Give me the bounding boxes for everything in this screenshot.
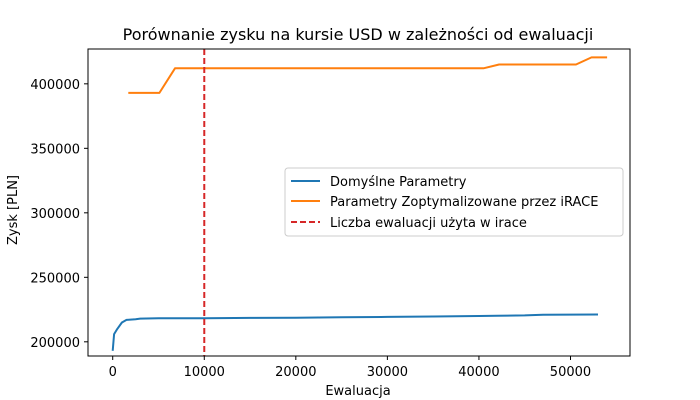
legend-label-vline: Liczba ewaluacji użyta w irace	[330, 216, 527, 231]
y-tick-label: 300000	[30, 207, 80, 222]
x-tick-label: 40000	[458, 365, 499, 380]
y-tick-label: 400000	[30, 78, 80, 93]
plot-area: 0 10000 20000 30000 40000 50000 200000 250000 30…	[30, 48, 631, 380]
ticks-layer: 0 10000 20000 30000 40000 50000 200000 250000 30…	[30, 78, 591, 380]
y-tick-label: 200000	[30, 336, 80, 351]
x-axis-label: Ewaluacja	[325, 384, 390, 399]
series-line-optimized	[128, 56, 608, 94]
series-line-default	[111, 313, 599, 351]
y-tick-label: 250000	[30, 271, 80, 286]
y-tick-label: 350000	[30, 142, 80, 157]
x-tick-label: 30000	[367, 365, 408, 380]
x-tick-label: 20000	[275, 365, 316, 380]
x-tick-label: 10000	[184, 365, 225, 380]
y-axis-label: Zysk [PLN]	[6, 175, 21, 245]
legend-box	[284, 167, 624, 237]
plot-frame	[87, 48, 631, 357]
x-tick-label: 50000	[550, 365, 591, 380]
lines-layer	[111, 49, 608, 356]
x-tick-label: 0	[109, 365, 117, 380]
chart-title: Porównanie zysku na kursie USD w zależno…	[123, 25, 594, 44]
legend-label-optimized: Parametry Zoptymalizowane przez iRACE	[330, 195, 598, 210]
legend: Domyślne Parametry Parametry Zoptymalizo…	[284, 167, 624, 237]
legend-label-default: Domyślne Parametry	[330, 175, 467, 190]
